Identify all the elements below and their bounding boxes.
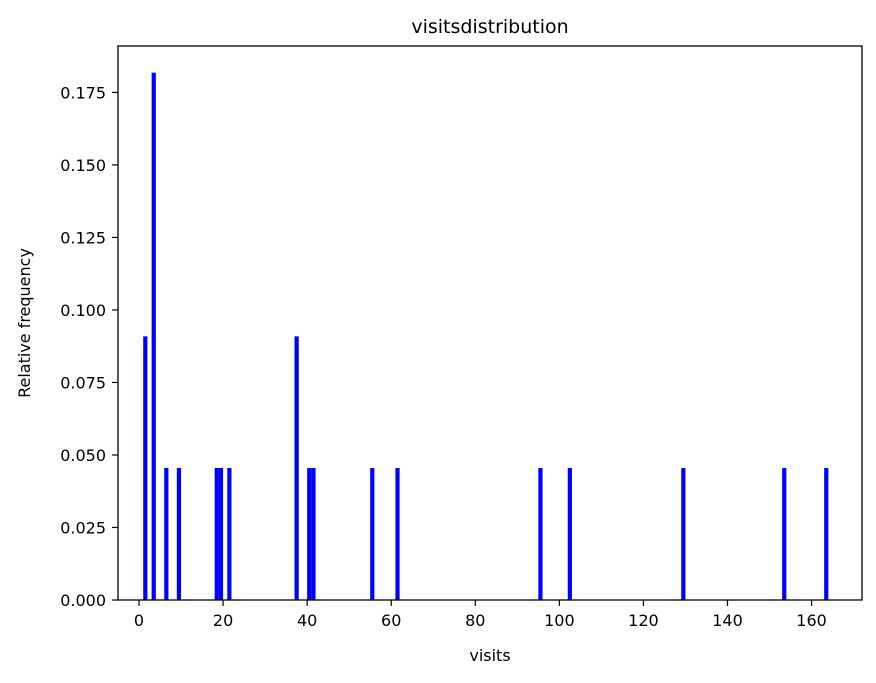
- x-tick-label-4: 80: [465, 611, 485, 630]
- bar-1: [151, 72, 156, 601]
- y-axis-ticks: 0.000 0.025 0.050 0.075 0.100 0.125 0.150 0.175: [60, 83, 118, 610]
- x-tick-label-5: 100: [544, 611, 575, 630]
- x-axis-label: visits: [469, 646, 510, 665]
- x-tick-label-3: 60: [381, 611, 401, 630]
- y-tick-label-0: 0.000: [60, 591, 106, 610]
- x-tick-label-7: 140: [712, 611, 743, 630]
- x-tick-label-2: 40: [297, 611, 317, 630]
- bar-14: [681, 468, 686, 600]
- x-tick-label-8: 160: [796, 611, 827, 630]
- bar-12: [538, 468, 543, 600]
- y-tick-label-6: 0.150: [60, 156, 106, 175]
- bar-6: [227, 468, 232, 600]
- bar-16: [824, 468, 829, 600]
- y-tick-label-2: 0.050: [60, 446, 106, 465]
- bar-2: [164, 468, 169, 600]
- bar-0: [143, 336, 148, 600]
- bar-8: [307, 468, 312, 600]
- bar-7: [294, 336, 299, 600]
- chart-title: visitsdistribution: [411, 16, 568, 38]
- plot-frame: [117, 45, 863, 601]
- bar-5: [218, 468, 224, 600]
- x-tick-label-6: 120: [628, 611, 659, 630]
- x-tick-label-0: 0: [134, 611, 144, 630]
- y-tick-label-7: 0.175: [60, 83, 106, 102]
- bar-3: [176, 468, 182, 600]
- x-tick-label-1: 20: [213, 611, 233, 630]
- bar-15: [782, 468, 787, 600]
- y-axis-label: Relative frequency: [15, 248, 34, 398]
- y-tick-label-4: 0.100: [60, 301, 106, 320]
- y-tick-label-3: 0.075: [60, 373, 106, 392]
- bar-13: [567, 468, 572, 600]
- bar-9: [311, 468, 316, 600]
- y-tick-label-5: 0.125: [60, 228, 106, 247]
- bar-4: [214, 468, 219, 600]
- bar-11: [395, 468, 400, 600]
- bar-10: [370, 468, 375, 600]
- bars-layer: [143, 72, 829, 601]
- x-axis-ticks: 0 20 40 60 80 100 120 140 160: [134, 600, 827, 630]
- y-tick-label-1: 0.025: [60, 518, 106, 537]
